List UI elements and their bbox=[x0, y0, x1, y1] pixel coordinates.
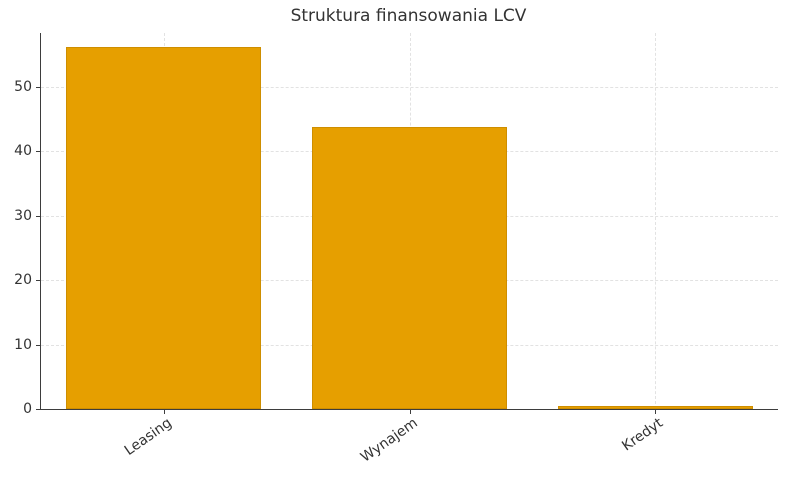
y-tick-mark-30 bbox=[36, 215, 40, 217]
y-tick-label-30: 30 bbox=[14, 207, 32, 224]
bar-kredyt bbox=[558, 406, 753, 409]
y-tick-label-20: 20 bbox=[14, 272, 32, 288]
bar-wynajem bbox=[312, 127, 507, 409]
y-tick-label-40: 40 bbox=[14, 143, 32, 160]
y-tick-mark-10 bbox=[36, 344, 40, 346]
y-tick-mark-0 bbox=[36, 409, 40, 410]
plot-area bbox=[40, 33, 778, 410]
x-tick-mark-leasing bbox=[163, 410, 165, 414]
y-tick-mark-40 bbox=[36, 151, 40, 153]
x-tick-label-kredyt: Kredyt bbox=[619, 415, 667, 455]
y-tick-mark-20 bbox=[36, 280, 40, 281]
v-gridline-kredyt bbox=[655, 33, 657, 409]
y-tick-label-50: 50 bbox=[14, 78, 32, 95]
x-tick-label-leasing: Leasing bbox=[121, 415, 176, 459]
chart-title: Struktura finansowania LCV bbox=[290, 6, 527, 26]
x-tick-mark-wynajem bbox=[409, 410, 411, 414]
x-tick-mark-kredyt bbox=[655, 410, 657, 414]
y-tick-mark-50 bbox=[36, 86, 40, 88]
x-tick-label-wynajem: Wynajem bbox=[357, 415, 421, 466]
y-tick-label-0: 0 bbox=[23, 401, 32, 417]
y-tick-label-10: 10 bbox=[14, 336, 32, 353]
bar-leasing bbox=[66, 47, 261, 409]
